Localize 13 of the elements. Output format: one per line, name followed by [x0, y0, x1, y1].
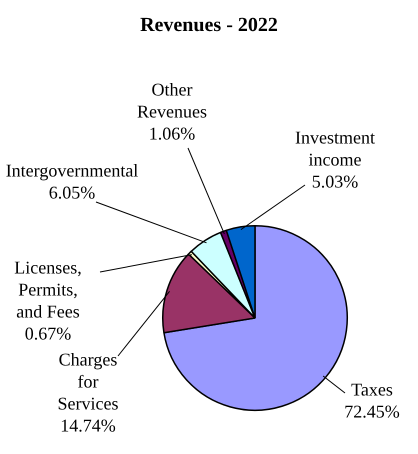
- slice-label: Investment income: [295, 128, 375, 170]
- slice-label: Licenses, Permits, and Fees: [14, 258, 82, 322]
- data-label: 14.74%: [60, 416, 116, 436]
- data-label: 0.67%: [24, 324, 72, 344]
- data-label: 5.03%: [312, 172, 358, 192]
- data-label: 1.06%: [148, 124, 196, 144]
- slice-label: Taxes: [351, 380, 393, 400]
- chart-title: Revenues - 2022: [139, 14, 279, 37]
- data-label: 72.45%: [344, 402, 400, 422]
- slice-label: Intergovernmental: [6, 160, 138, 181]
- data-label: 6.05%: [48, 182, 96, 203]
- slice-label: Charges for Services: [58, 350, 118, 414]
- slice-label: Other Revenues: [137, 80, 207, 122]
